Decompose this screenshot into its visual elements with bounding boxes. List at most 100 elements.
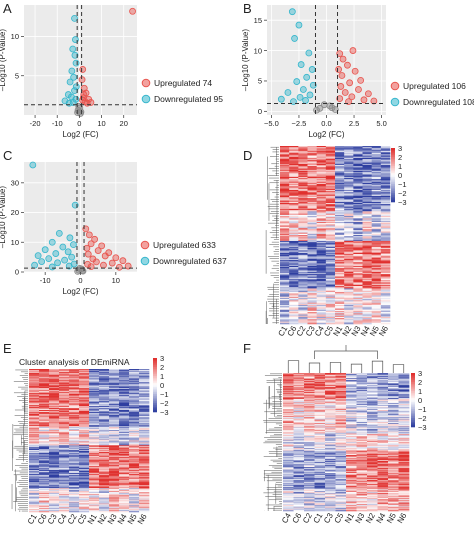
heatmap-cell [129, 409, 140, 412]
heatmap-cell [304, 385, 315, 387]
x-tick-label: 0.0 [321, 119, 331, 128]
heatmap-cell [371, 259, 382, 262]
heatmap-cell [79, 396, 90, 398]
heatmap-cell [377, 403, 389, 405]
heatmap-cell [344, 319, 354, 321]
heatmap-cell [316, 217, 327, 219]
heatmap-cell [289, 159, 299, 161]
heatmap-cell [69, 383, 80, 385]
heatmap-cell [49, 461, 60, 463]
heatmap-cell [335, 307, 345, 309]
color-scale-band [153, 404, 157, 407]
heatmap-cell [69, 452, 80, 455]
heatmap-cell [119, 375, 130, 377]
heatmap-cell [325, 291, 336, 294]
heatmap-cell [280, 201, 290, 204]
heatmap-cell [335, 430, 347, 432]
heatmap-cell [335, 253, 345, 256]
heatmap-cell [316, 306, 327, 308]
heatmap-cell [79, 411, 90, 414]
heatmap-cell [316, 170, 327, 173]
heatmap-cell [99, 393, 110, 396]
heatmap-cell [316, 156, 327, 159]
heatmap-cell [89, 400, 100, 402]
heatmap-cell [29, 406, 40, 408]
heatmap-cell [353, 163, 363, 166]
heatmap-cell [380, 238, 391, 241]
heatmap-cell [335, 392, 347, 394]
heatmap-cell [335, 268, 345, 270]
heatmap-cell [29, 382, 40, 384]
heatmap-cell [293, 391, 305, 394]
heatmap-cell [89, 478, 100, 480]
heatmap-cell [39, 447, 50, 449]
heatmap-cell [304, 383, 315, 385]
heatmap-cell [39, 477, 50, 479]
y-tick-label: 15 [254, 16, 262, 25]
heatmap-cell [29, 500, 40, 502]
heatmap-cell [119, 451, 130, 454]
heatmap-cell [316, 207, 327, 210]
heatmap-cell [99, 476, 110, 478]
heatmap-cell [298, 192, 308, 194]
heatmap-cell [79, 464, 90, 466]
heatmap-cell [29, 477, 40, 479]
heatmap-cell [362, 313, 372, 315]
heatmap-cell [298, 272, 308, 275]
heatmap-cell [304, 421, 315, 423]
heatmap-cell [314, 426, 326, 428]
heatmap-cell [346, 426, 357, 428]
heatmap-cell [367, 403, 378, 405]
heatmap-cell [129, 468, 140, 470]
heatmap-cell [307, 189, 317, 192]
heatmap-cell [371, 313, 382, 315]
heatmap-cell [289, 305, 299, 307]
heatmap-cell [398, 384, 410, 386]
heatmap-cell [69, 471, 80, 474]
heatmap-cell [307, 185, 317, 187]
heatmap-cell [283, 423, 294, 425]
point-downregulated [71, 51, 79, 59]
heatmap-cell [59, 369, 70, 371]
heatmap-cell [99, 372, 110, 375]
heatmap-cell [99, 455, 110, 458]
heatmap-cell [139, 390, 150, 393]
heatmap-cell [344, 166, 354, 168]
x-tick-label: −5.0 [264, 119, 279, 128]
heatmap-cell [362, 225, 372, 227]
heatmap-cell [293, 393, 305, 395]
heatmap-cell [79, 416, 90, 418]
heatmap-cell [69, 408, 80, 410]
heatmap-cell [356, 399, 368, 401]
heatmap-cell [316, 186, 327, 188]
heatmap-cell [59, 461, 70, 463]
heatmap-cell [371, 267, 382, 269]
heatmap-cell [29, 384, 40, 386]
heatmap-cell [59, 388, 70, 390]
heatmap-cell [388, 395, 399, 397]
heatmap-cell [380, 303, 391, 306]
heatmap-cell [99, 469, 110, 471]
heatmap-cell [79, 381, 90, 383]
heatmap-cell [325, 175, 336, 178]
heatmap-cell [325, 374, 336, 376]
heatmap-cell [39, 369, 50, 372]
point-downregulated [55, 229, 63, 237]
heatmap-cell [335, 424, 347, 426]
heatmap-cell [356, 431, 368, 433]
heatmap-cell [119, 420, 130, 422]
heatmap-cell [280, 183, 290, 186]
heatmap-cell [314, 385, 326, 387]
heatmap-cell [371, 249, 382, 251]
heatmap-cell [307, 211, 317, 213]
heatmap-cell [367, 419, 378, 421]
heatmap-cell [289, 182, 299, 185]
point-upregulated [336, 50, 344, 58]
heatmap-cell [119, 404, 130, 406]
heatmap-cell [362, 301, 372, 303]
heatmap-cell [109, 401, 120, 403]
heatmap-cell [316, 225, 327, 227]
point-not-significant [75, 102, 83, 110]
heatmap-cell [69, 435, 80, 437]
heatmap-cell [388, 424, 399, 426]
